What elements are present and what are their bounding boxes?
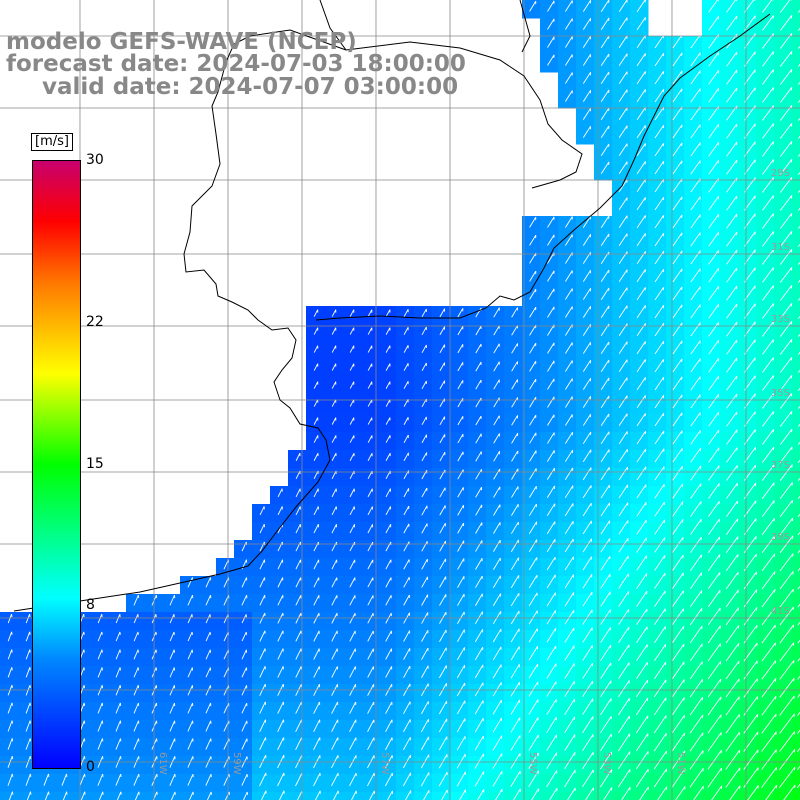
colorbar-tick-label: 30 — [86, 152, 104, 168]
latitude-label: 35S — [771, 388, 790, 399]
longitude-label: 59W — [231, 752, 242, 775]
latitude-label: 29S — [771, 168, 790, 179]
colorbar-tick-label: 8 — [86, 597, 95, 614]
colorbar-unit: [m/s] — [31, 133, 73, 151]
latitude-label: 33S — [771, 314, 790, 325]
latitude-label: 31S — [771, 242, 790, 253]
latitude-label: 41S — [771, 606, 790, 617]
coastline-north — [315, 13, 771, 321]
forecast-date: forecast date: 2024-07-03 18:00:00 — [6, 51, 466, 77]
colorbar-tick-label: 15 — [86, 455, 104, 472]
latitude-labels: 29S 31S 33S 35S 37S 39S 41S — [771, 168, 790, 617]
longitude-label: 53W — [601, 752, 612, 775]
valid-date: valid date: 2024-07-07 03:00:00 — [42, 74, 459, 100]
longitude-label: 51W — [675, 752, 686, 775]
longitude-label: 55W — [527, 752, 538, 775]
longitude-labels: 61W 59W 57W 55W 53W 51W — [157, 752, 686, 775]
coastline — [13, 35, 331, 612]
colorbar-tick-label: 22 — [86, 313, 104, 330]
latitude-label: 37S — [771, 460, 790, 471]
colorbar-tick-label: 0 — [86, 759, 95, 775]
longitude-label: 57W — [379, 752, 390, 775]
colorbar — [32, 160, 81, 769]
model-title: modelo GEFS-WAVE (NCEP) — [6, 29, 357, 55]
latitude-label: 39S — [771, 532, 790, 543]
longitude-label: 61W — [157, 752, 168, 775]
country-border — [249, 0, 583, 189]
